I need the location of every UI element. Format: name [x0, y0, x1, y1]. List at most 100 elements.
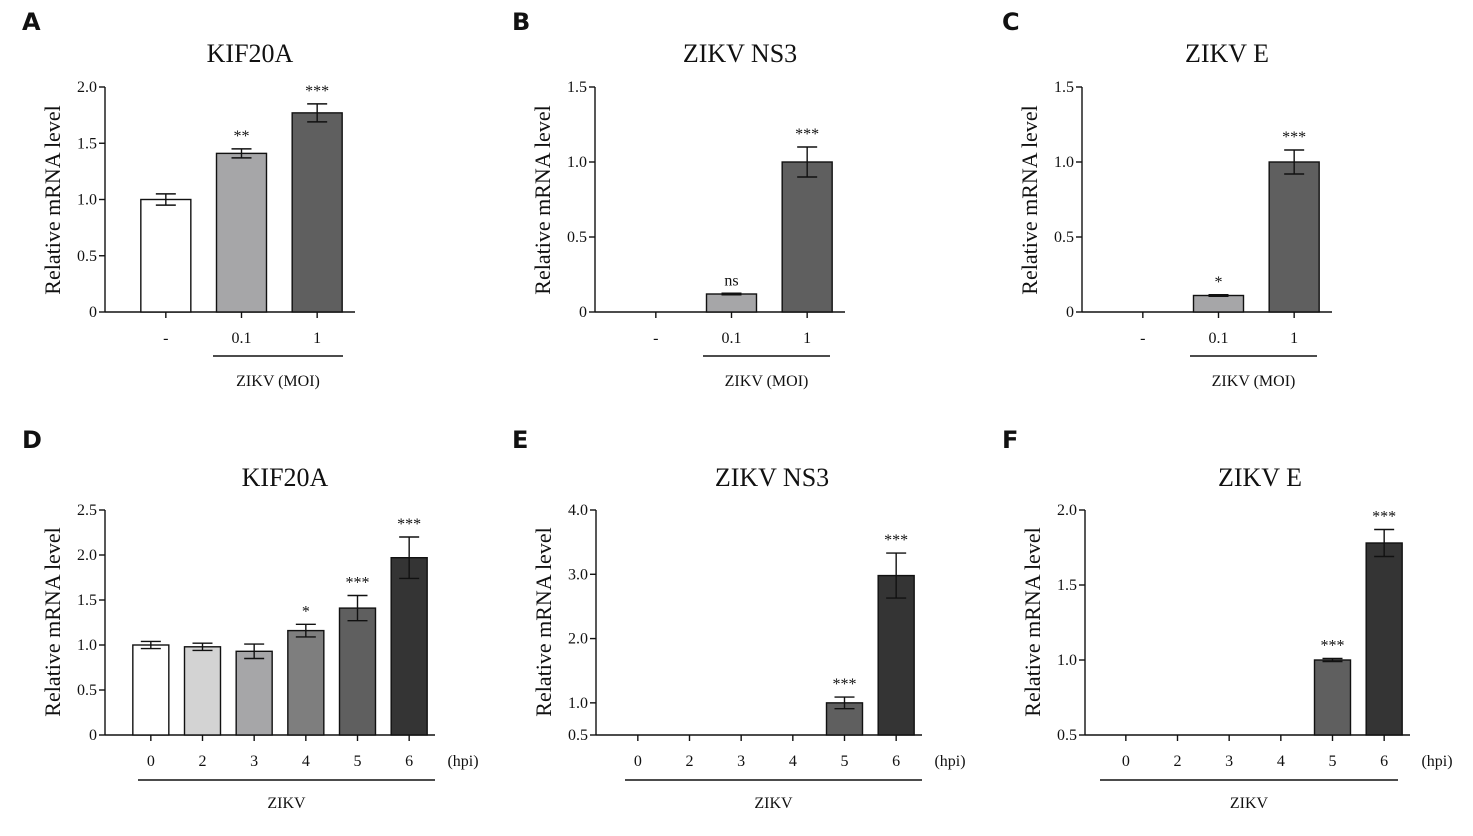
chart-title: KIF20A — [207, 39, 294, 68]
x-tick-label: 0.1 — [722, 330, 742, 347]
y-tick-label: 2.0 — [77, 547, 97, 564]
y-tick-label: 1.5 — [77, 592, 97, 609]
x-tick-label: 0 — [147, 753, 155, 770]
y-tick-label: 0.5 — [77, 682, 97, 699]
group-label: ZIKV — [1230, 795, 1269, 812]
unit-label: (hpi) — [447, 753, 478, 770]
unit-label: (hpi) — [1421, 753, 1452, 770]
x-tick-label: 0 — [634, 753, 642, 770]
significance-label: *** — [884, 532, 908, 549]
x-tick-label: 5 — [354, 753, 362, 770]
significance-label: ns — [724, 272, 738, 289]
chart-panel-e: E ZIKV NS3 Relative mRNA level 0.5 1.0 2.0 3.0… — [512, 426, 966, 812]
x-tick-label: 3 — [250, 753, 258, 770]
significance-label: *** — [305, 83, 329, 100]
significance-label: * — [302, 603, 310, 620]
x-tick-label: 1 — [313, 330, 321, 347]
y-tick-label: 1.0 — [1057, 652, 1077, 669]
significance-label: *** — [1372, 509, 1396, 526]
y-tick-label: 0 — [1066, 304, 1074, 321]
unit-label: (hpi) — [934, 753, 965, 770]
y-tick-label: 0.5 — [567, 229, 587, 246]
x-tick-label: 2 — [1174, 753, 1182, 770]
y-tick-label: 0 — [89, 727, 97, 744]
y-tick-label: 2.5 — [77, 502, 97, 519]
panel-letter: A — [22, 8, 41, 36]
significance-label: *** — [346, 575, 370, 592]
bar-6 — [877, 574, 915, 736]
x-tick-label: - — [163, 330, 168, 347]
panel-letter: C — [1002, 8, 1020, 36]
y-tick-label: 3.0 — [568, 566, 588, 583]
chart-panel-c: C ZIKV E Relative mRNA level 0 0.5 1.0 1.5 - 0.1… — [1002, 8, 1332, 390]
x-tick-label: - — [653, 330, 658, 347]
group-label: ZIKV — [754, 795, 793, 812]
significance-label: * — [1215, 274, 1223, 291]
chart-title: ZIKV E — [1185, 39, 1269, 68]
chart-panel-d: D KIF20A Relative mRNA level 0 0.5 1.0 1.5 2.0 2… — [22, 426, 479, 812]
x-tick-label: 5 — [1329, 753, 1337, 770]
group-label: ZIKV (MOI) — [725, 373, 809, 390]
y-tick-label: 0.5 — [1057, 727, 1077, 744]
chart-panel-b: B ZIKV NS3 Relative mRNA level 0 0.5 1.0 1.5 - 0… — [512, 8, 845, 390]
y-tick-label: 1.0 — [77, 637, 97, 654]
x-tick-label: - — [1140, 330, 1145, 347]
x-tick-label: 0.1 — [1209, 330, 1229, 347]
bar-6 — [390, 557, 428, 736]
group-label: ZIKV (MOI) — [236, 373, 320, 390]
panel-letter: D — [22, 426, 42, 454]
bar-5 — [1313, 659, 1352, 736]
bar-4 — [287, 629, 325, 736]
bar-6 — [1365, 542, 1403, 736]
x-tick-label: 4 — [789, 753, 797, 770]
x-tick-label: 6 — [1380, 753, 1388, 770]
y-tick-label: 0.5 — [1054, 229, 1074, 246]
chart-title: ZIKV E — [1218, 463, 1302, 492]
y-tick-label: 0 — [89, 304, 97, 321]
group-label: ZIKV — [267, 795, 306, 812]
x-tick-label: 4 — [1277, 753, 1285, 770]
x-tick-label: 1 — [803, 330, 811, 347]
y-tick-label: 1.0 — [568, 695, 588, 712]
y-tick-label: 2.0 — [1057, 502, 1077, 519]
chart-title: ZIKV NS3 — [683, 39, 797, 68]
chart-panel-f: F ZIKV E Relative mRNA level 0.5 1.0 1.5 2.0 0 2… — [1002, 426, 1453, 812]
x-tick-label: 1 — [1290, 330, 1298, 347]
group-label: ZIKV (MOI) — [1212, 373, 1296, 390]
bar-3 — [291, 112, 343, 313]
bar-2 — [215, 152, 268, 313]
x-tick-label: 3 — [1225, 753, 1233, 770]
bar-1 — [140, 198, 192, 313]
bar-2 — [705, 293, 758, 313]
x-tick-label: 2 — [199, 753, 207, 770]
bar-1 — [132, 644, 170, 736]
y-axis-label: Relative mRNA level — [531, 527, 556, 716]
significance-label: *** — [397, 516, 421, 533]
significance-label: *** — [795, 126, 819, 143]
x-tick-label: 3 — [737, 753, 745, 770]
panel-letter: F — [1002, 426, 1018, 454]
bar-2 — [183, 646, 222, 736]
y-tick-label: 1.0 — [567, 154, 587, 171]
y-tick-label: 2.0 — [568, 631, 588, 648]
y-tick-label: 0.5 — [568, 727, 588, 744]
y-axis-label: Relative mRNA level — [1020, 527, 1045, 716]
y-tick-label: 0 — [579, 304, 587, 321]
x-tick-label: 6 — [892, 753, 900, 770]
y-tick-label: 2.0 — [77, 79, 97, 96]
y-tick-label: 1.0 — [1054, 154, 1074, 171]
chart-title: ZIKV NS3 — [715, 463, 829, 492]
bar-3 — [781, 161, 833, 313]
y-tick-label: 1.5 — [1057, 577, 1077, 594]
x-tick-label: 4 — [302, 753, 310, 770]
bar-2 — [1192, 294, 1245, 313]
significance-label: *** — [833, 676, 857, 693]
significance-label: *** — [1321, 638, 1345, 655]
bar-5 — [338, 607, 377, 736]
significance-label: *** — [1282, 129, 1306, 146]
y-tick-label: 4.0 — [568, 502, 588, 519]
panel-letter: E — [512, 426, 528, 454]
x-tick-label: 6 — [405, 753, 413, 770]
y-axis-label: Relative mRNA level — [1017, 105, 1042, 294]
